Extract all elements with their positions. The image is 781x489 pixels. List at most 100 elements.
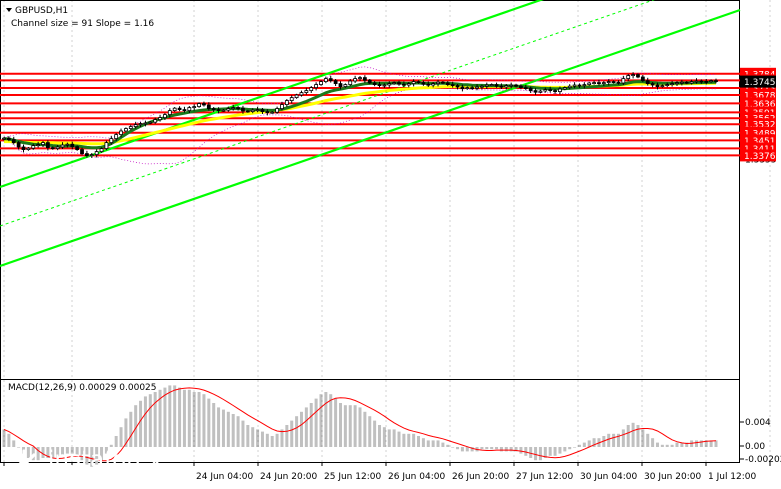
candle-body <box>26 147 31 150</box>
macd-bar <box>75 447 79 456</box>
macd-bar <box>26 447 30 458</box>
candle-body <box>606 81 611 83</box>
candle-body <box>16 142 21 148</box>
macd-bar <box>85 447 89 465</box>
candle-body <box>426 83 431 86</box>
macd-tick-label: 0.00 <box>745 442 765 452</box>
candle-body <box>260 109 265 112</box>
macd-bar <box>314 398 318 447</box>
macd-bar <box>524 447 528 456</box>
candle-body <box>226 108 231 111</box>
candle-body <box>411 81 416 84</box>
macd-bar <box>509 447 513 452</box>
macd-bar <box>90 447 94 467</box>
symbol-dropdown-icon[interactable] <box>6 8 12 12</box>
candle-body <box>109 138 114 144</box>
macd-bar <box>207 398 211 447</box>
macd-bar <box>61 447 65 456</box>
candle-body <box>41 142 45 146</box>
macd-bar <box>446 444 450 447</box>
time-axis: 24 Jun 04:00 24 Jun 20:00 25 Jun 12:00 26 J… <box>3 0 771 482</box>
candle-body <box>216 109 221 111</box>
candle-body <box>631 74 635 76</box>
channel-upper-line <box>0 0 544 189</box>
macd-bar <box>12 440 16 447</box>
macd-bar <box>217 407 221 447</box>
macd-bar <box>421 438 425 447</box>
support-resistance-levels <box>0 72 740 157</box>
macd-bar <box>192 392 196 447</box>
candle-body <box>660 85 665 87</box>
macd-bar <box>187 389 191 447</box>
level-badge-label: 1.3678 <box>744 92 776 102</box>
candle-body <box>114 134 119 140</box>
macd-bar <box>241 420 245 447</box>
candle-body <box>367 79 372 84</box>
channel-label: Channel size = 91 Slope = 1.16 <box>11 19 154 29</box>
macd-bar <box>65 447 69 454</box>
macd-bar <box>694 440 698 447</box>
macd-histogram <box>2 385 718 467</box>
candle-body <box>143 122 148 125</box>
macd-bar <box>714 440 718 447</box>
macd-bar <box>114 436 118 447</box>
level-badges: 1.37841.37511.37131.36781.36361.35911.35… <box>740 67 776 162</box>
candle-body <box>645 80 650 84</box>
candle-body <box>675 82 679 84</box>
candle-body <box>187 107 192 111</box>
macd-bar <box>407 433 411 447</box>
symbol-title: GBPUSD,H1 <box>15 6 68 16</box>
logo-mark-icon <box>8 449 40 481</box>
candle-body <box>153 119 158 123</box>
candle-body <box>124 128 128 132</box>
candle-body <box>323 78 328 82</box>
candle-body <box>699 80 704 83</box>
macd-bar <box>95 447 99 465</box>
macd-bar <box>80 447 84 461</box>
macd-bar <box>202 394 206 447</box>
candle-body <box>499 85 504 88</box>
candle-body <box>245 110 250 113</box>
level-badge-label: 1.3532 <box>744 121 776 131</box>
candle-body <box>158 117 162 120</box>
macd-label: MACD(12,26,9) 0.00029 0.00025 <box>8 383 157 393</box>
x-tick-label: 26 Jun 04:00 <box>388 472 445 482</box>
macd-bar <box>465 447 469 452</box>
macd-bar <box>36 447 40 461</box>
candle-body <box>514 84 518 87</box>
candle-body <box>333 80 338 84</box>
candle-body <box>382 84 387 87</box>
macd-bar <box>260 431 264 447</box>
macd-bar <box>548 447 552 456</box>
macd-bar <box>158 389 162 447</box>
macd-bar <box>226 411 230 447</box>
candle-body <box>709 80 714 82</box>
macd-bar <box>338 403 342 447</box>
level-badge-label: 1.3451 <box>744 137 776 147</box>
macd-bar <box>543 447 547 458</box>
candle-body <box>265 111 270 113</box>
candle-body <box>304 90 309 93</box>
candle-body <box>475 86 479 89</box>
macd-bar <box>412 433 416 447</box>
candle-body <box>338 83 343 87</box>
macd-bar <box>2 429 6 447</box>
candle-body <box>275 108 279 113</box>
macd-bar <box>134 405 138 447</box>
macd-bar <box>646 433 650 447</box>
macd-bar <box>348 405 352 447</box>
candle-body <box>362 77 367 81</box>
candle-body <box>202 103 206 106</box>
macd-bar <box>358 407 362 447</box>
candle-body <box>231 107 236 109</box>
candle-body <box>250 109 255 112</box>
candle-body <box>684 81 689 84</box>
macd-bar <box>699 440 703 447</box>
macd-bar <box>168 385 172 447</box>
candle-body <box>587 82 592 85</box>
macd-bar <box>538 447 542 461</box>
candle-body <box>94 151 99 156</box>
macd-bar <box>456 447 460 450</box>
candle-body <box>167 110 172 115</box>
macd-bar <box>246 425 250 447</box>
